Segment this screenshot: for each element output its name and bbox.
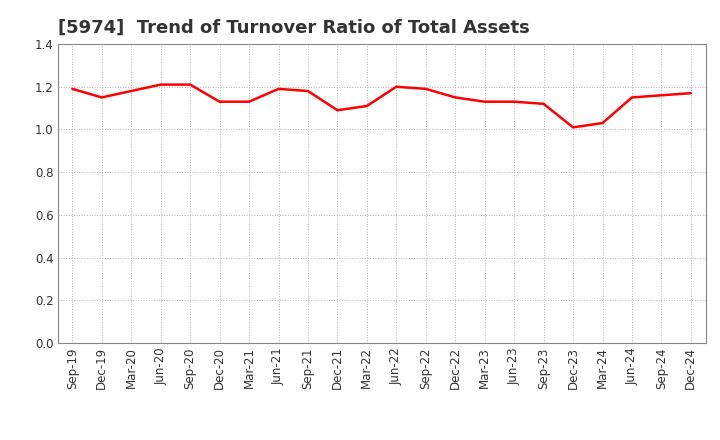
Text: [5974]  Trend of Turnover Ratio of Total Assets: [5974] Trend of Turnover Ratio of Total … <box>58 19 529 37</box>
